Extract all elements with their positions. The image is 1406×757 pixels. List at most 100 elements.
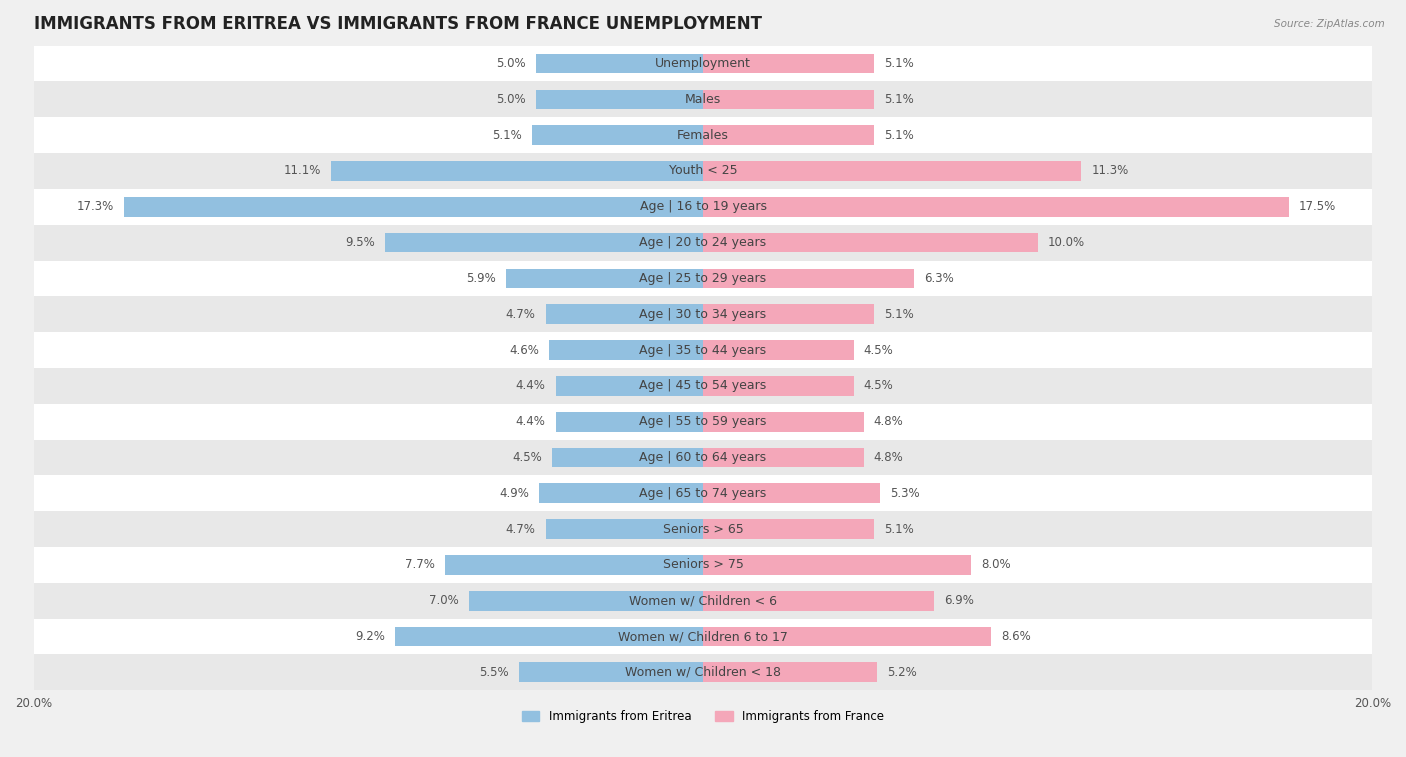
Bar xyxy=(703,304,873,324)
Text: 17.5%: 17.5% xyxy=(1299,201,1336,213)
Text: 5.5%: 5.5% xyxy=(479,666,509,679)
Bar xyxy=(555,412,703,431)
Text: 8.0%: 8.0% xyxy=(981,559,1011,572)
Text: Age | 30 to 34 years: Age | 30 to 34 years xyxy=(640,308,766,321)
Text: Women w/ Children < 6: Women w/ Children < 6 xyxy=(628,594,778,607)
Bar xyxy=(468,591,703,611)
Text: 5.1%: 5.1% xyxy=(884,93,914,106)
Text: 17.3%: 17.3% xyxy=(77,201,114,213)
Text: 5.9%: 5.9% xyxy=(465,272,495,285)
Bar xyxy=(34,475,1372,511)
Bar xyxy=(703,376,853,396)
Text: 11.3%: 11.3% xyxy=(1091,164,1129,177)
Bar xyxy=(703,340,853,360)
Text: Age | 20 to 24 years: Age | 20 to 24 years xyxy=(640,236,766,249)
Text: 4.4%: 4.4% xyxy=(516,379,546,392)
Text: 5.1%: 5.1% xyxy=(492,129,522,142)
Bar xyxy=(519,662,703,682)
Text: 5.3%: 5.3% xyxy=(890,487,920,500)
Text: Women w/ Children < 18: Women w/ Children < 18 xyxy=(626,666,780,679)
Bar xyxy=(703,54,873,73)
Bar xyxy=(553,447,703,467)
Bar xyxy=(34,368,1372,403)
Text: 5.0%: 5.0% xyxy=(496,57,526,70)
Bar xyxy=(546,304,703,324)
Bar xyxy=(124,197,703,217)
Bar xyxy=(703,447,863,467)
Text: 5.0%: 5.0% xyxy=(496,93,526,106)
Text: Age | 16 to 19 years: Age | 16 to 19 years xyxy=(640,201,766,213)
Bar xyxy=(538,484,703,503)
Text: 4.9%: 4.9% xyxy=(499,487,529,500)
Bar xyxy=(703,662,877,682)
Text: 4.6%: 4.6% xyxy=(509,344,538,357)
Bar xyxy=(536,89,703,109)
Text: Males: Males xyxy=(685,93,721,106)
Text: Unemployment: Unemployment xyxy=(655,57,751,70)
Bar xyxy=(446,555,703,575)
Bar xyxy=(703,484,880,503)
Bar xyxy=(546,519,703,539)
Text: IMMIGRANTS FROM ERITREA VS IMMIGRANTS FROM FRANCE UNEMPLOYMENT: IMMIGRANTS FROM ERITREA VS IMMIGRANTS FR… xyxy=(34,15,762,33)
Text: Seniors > 65: Seniors > 65 xyxy=(662,522,744,536)
Bar xyxy=(703,161,1081,181)
Bar xyxy=(548,340,703,360)
Text: 9.5%: 9.5% xyxy=(346,236,375,249)
Bar xyxy=(34,153,1372,189)
Bar xyxy=(34,547,1372,583)
Text: 7.0%: 7.0% xyxy=(429,594,458,607)
Text: Women w/ Children 6 to 17: Women w/ Children 6 to 17 xyxy=(619,630,787,643)
Bar xyxy=(332,161,703,181)
Text: 4.4%: 4.4% xyxy=(516,415,546,428)
Text: 6.9%: 6.9% xyxy=(943,594,974,607)
Text: Age | 35 to 44 years: Age | 35 to 44 years xyxy=(640,344,766,357)
Text: Age | 55 to 59 years: Age | 55 to 59 years xyxy=(640,415,766,428)
Bar xyxy=(34,583,1372,618)
Text: 4.8%: 4.8% xyxy=(873,451,904,464)
Text: Seniors > 75: Seniors > 75 xyxy=(662,559,744,572)
Text: 5.1%: 5.1% xyxy=(884,129,914,142)
Bar xyxy=(385,232,703,253)
Bar xyxy=(703,126,873,145)
Bar xyxy=(34,82,1372,117)
Text: 4.7%: 4.7% xyxy=(506,522,536,536)
Text: 6.3%: 6.3% xyxy=(924,272,953,285)
Bar xyxy=(34,332,1372,368)
Text: 4.5%: 4.5% xyxy=(863,379,893,392)
Text: 4.7%: 4.7% xyxy=(506,308,536,321)
Bar xyxy=(34,117,1372,153)
Bar xyxy=(703,232,1038,253)
Legend: Immigrants from Eritrea, Immigrants from France: Immigrants from Eritrea, Immigrants from… xyxy=(522,710,884,723)
Text: 7.7%: 7.7% xyxy=(405,559,436,572)
Text: Age | 25 to 29 years: Age | 25 to 29 years xyxy=(640,272,766,285)
Text: Youth < 25: Youth < 25 xyxy=(669,164,737,177)
Bar xyxy=(34,189,1372,225)
Bar xyxy=(34,654,1372,690)
Bar xyxy=(533,126,703,145)
Bar xyxy=(555,376,703,396)
Bar xyxy=(536,54,703,73)
Bar xyxy=(34,45,1372,82)
Text: 8.6%: 8.6% xyxy=(1001,630,1031,643)
Text: Age | 45 to 54 years: Age | 45 to 54 years xyxy=(640,379,766,392)
Bar xyxy=(395,627,703,646)
Bar xyxy=(34,511,1372,547)
Bar xyxy=(34,440,1372,475)
Text: 4.5%: 4.5% xyxy=(513,451,543,464)
Bar xyxy=(34,225,1372,260)
Text: 4.5%: 4.5% xyxy=(863,344,893,357)
Bar xyxy=(703,627,991,646)
Bar xyxy=(703,197,1289,217)
Bar xyxy=(703,412,863,431)
Text: 5.1%: 5.1% xyxy=(884,308,914,321)
Text: 9.2%: 9.2% xyxy=(356,630,385,643)
Text: Age | 65 to 74 years: Age | 65 to 74 years xyxy=(640,487,766,500)
Text: 10.0%: 10.0% xyxy=(1047,236,1085,249)
Text: 4.8%: 4.8% xyxy=(873,415,904,428)
Text: 11.1%: 11.1% xyxy=(284,164,322,177)
Text: 5.2%: 5.2% xyxy=(887,666,917,679)
Bar xyxy=(703,269,914,288)
Text: Females: Females xyxy=(678,129,728,142)
Text: 5.1%: 5.1% xyxy=(884,57,914,70)
Bar xyxy=(703,555,970,575)
